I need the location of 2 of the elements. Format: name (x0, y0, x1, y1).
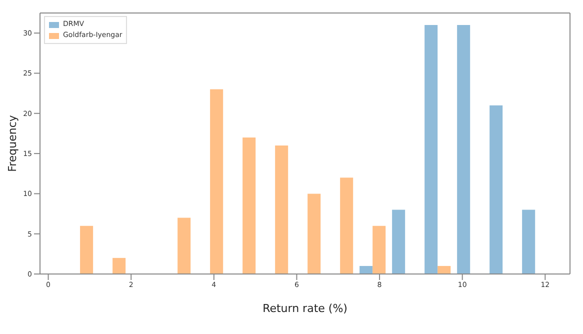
y-axis-title: Frequency (6, 114, 19, 172)
x-axis-title: Return rate (%) (262, 302, 348, 315)
